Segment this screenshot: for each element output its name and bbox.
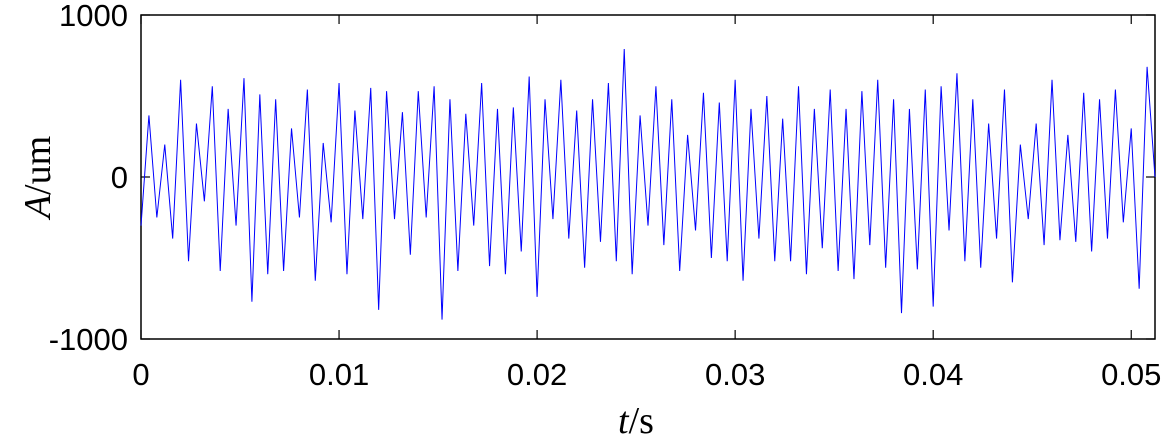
x-axis-unit: /s — [629, 400, 654, 441]
x-tick-label: 0 — [132, 357, 149, 392]
y-tick-label: 1000 — [59, 0, 128, 33]
x-axis-var: t — [618, 400, 630, 441]
y-axis-var: A — [17, 194, 59, 221]
y-tick-label: 0 — [111, 160, 128, 195]
y-ticks: -1000 0 1000 — [49, 0, 1155, 357]
x-axis-label: t/s — [618, 400, 654, 441]
x-ticks: 0 0.01 0.02 0.03 0.04 0.05 — [132, 15, 1161, 392]
x-tick-label: 0.01 — [309, 357, 369, 392]
x-tick-label: 0.05 — [1101, 357, 1161, 392]
x-tick-label: 0.04 — [903, 357, 963, 392]
y-tick-label: -1000 — [49, 322, 128, 357]
y-axis-label: A/um — [17, 136, 59, 221]
series-group — [140, 49, 1156, 320]
x-tick-label: 0.02 — [507, 357, 567, 392]
plot-frame — [140, 14, 1156, 340]
series-line — [140, 49, 1156, 320]
x-tick-label: 0.03 — [705, 357, 765, 392]
y-axis-unit: /um — [17, 136, 59, 195]
